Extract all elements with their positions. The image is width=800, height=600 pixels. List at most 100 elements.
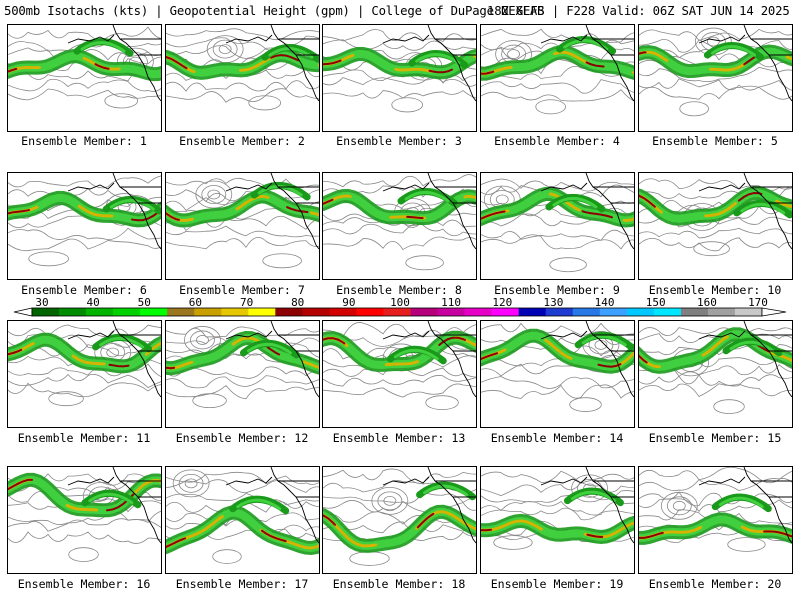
isotach-colorbar: 30 40 50 60 70 80 90 100 110 120 130 140 150 160 170 <box>0 294 800 320</box>
ensemble-panel-15 <box>638 320 793 428</box>
ensemble-member-label: Ensemble Member: 3 <box>320 134 478 148</box>
ensemble-member-label: Ensemble Member: 14 <box>478 431 636 445</box>
ensemble-panel-2 <box>165 24 320 132</box>
map-header: 500mb Isotachs (kts) | Geopotential Heig… <box>0 0 800 24</box>
colorbar-tick-label: 140 <box>595 296 615 309</box>
ensemble-member-label: Ensemble Member: 13 <box>320 431 478 445</box>
colorbar-swatch <box>275 308 302 316</box>
jet-streak <box>166 48 319 73</box>
colorbar-tick-label: 40 <box>86 296 99 309</box>
jet-streak <box>8 198 161 220</box>
colorbar-swatch <box>573 308 600 316</box>
isotach-map <box>8 173 161 279</box>
ensemble-member-label: Ensemble Member: 20 <box>636 577 794 591</box>
ensemble-member-label: Ensemble Member: 11 <box>5 431 163 445</box>
isotach-map <box>481 467 634 573</box>
colorbar-tick-label: 120 <box>492 296 512 309</box>
ensemble-member-label: Ensemble Member: 5 <box>636 134 794 148</box>
colorbar-swatch <box>411 308 438 316</box>
isotach-map <box>639 321 792 427</box>
colorbar-swatch <box>681 308 708 316</box>
isotach-map <box>639 173 792 279</box>
colorbar-left-tip <box>14 308 32 316</box>
colorbar-tick-label: 160 <box>697 296 717 309</box>
isotach-map <box>166 25 319 131</box>
colorbar-swatch <box>302 308 329 316</box>
isotach-map <box>323 25 476 131</box>
colorbar-swatch <box>32 308 59 316</box>
ensemble-panel-4 <box>480 24 635 132</box>
colorbar-swatch <box>167 308 194 316</box>
ensemble-panel-5 <box>638 24 793 132</box>
ensemble-panel-8 <box>322 172 477 280</box>
ensemble-panel-10 <box>638 172 793 280</box>
jet-streak <box>481 491 634 537</box>
ensemble-member-label: Ensemble Member: 4 <box>478 134 636 148</box>
ensemble-panel-19 <box>480 466 635 574</box>
ensemble-panel-1 <box>7 24 162 132</box>
ensemble-panel-11 <box>7 320 162 428</box>
isotach-map <box>166 467 319 573</box>
jet-streak <box>639 193 792 219</box>
ensemble-panel-16 <box>7 466 162 574</box>
isotach-map <box>481 25 634 131</box>
ensemble-member-label: Ensemble Member: 12 <box>163 431 321 445</box>
colorbar-tick-label: 30 <box>35 296 48 309</box>
colorbar-right-tip <box>762 308 786 316</box>
jet-streak <box>166 338 319 369</box>
isotach-map <box>639 25 792 131</box>
ensemble-panel-18 <box>322 466 477 574</box>
isotach-map <box>166 173 319 279</box>
jet-streak <box>481 194 634 221</box>
isotach-map <box>8 25 161 131</box>
ensemble-panel-20 <box>638 466 793 574</box>
colorbar-tick-label: 80 <box>291 296 304 309</box>
colorbar-tick-label: 100 <box>390 296 410 309</box>
colorbar-swatch <box>492 308 519 316</box>
colorbar-swatch <box>194 308 221 316</box>
colorbar-swatch <box>59 308 86 316</box>
colorbar-tick-label: 110 <box>441 296 461 309</box>
ensemble-member-label: Ensemble Member: 19 <box>478 577 636 591</box>
isotach-map <box>323 173 476 279</box>
ensemble-panel-6 <box>7 172 162 280</box>
colorbar-tick-label: 60 <box>189 296 202 309</box>
ensemble-panel-17 <box>165 466 320 574</box>
jet-streak <box>481 40 634 74</box>
colorbar-tick-label: 130 <box>543 296 563 309</box>
isotach-map <box>323 467 476 573</box>
colorbar-tick-label: 170 <box>748 296 768 309</box>
isotach-map <box>8 321 161 427</box>
ensemble-panel-7 <box>165 172 320 280</box>
colorbar-swatch <box>86 308 113 316</box>
run-valid-time: 18Z GEFS | F228 Valid: 06Z SAT JUN 14 20… <box>487 4 790 18</box>
ensemble-panel-3 <box>322 24 477 132</box>
jet-streak <box>323 485 476 546</box>
ensemble-member-label: Ensemble Member: 1 <box>5 134 163 148</box>
colorbar-tick-label: 70 <box>240 296 253 309</box>
isotach-map <box>166 321 319 427</box>
ensemble-panel-12 <box>165 320 320 428</box>
isotach-map <box>639 467 792 573</box>
jet-streak <box>323 191 476 218</box>
ensemble-panel-13 <box>322 320 477 428</box>
ensemble-member-label: Ensemble Member: 2 <box>163 134 321 148</box>
colorbar-swatch <box>383 308 410 316</box>
colorbar-swatch <box>140 308 167 316</box>
ensemble-member-label: Ensemble Member: 15 <box>636 431 794 445</box>
colorbar-swatch <box>113 308 140 316</box>
colorbar-swatch <box>465 308 492 316</box>
ensemble-panel-9 <box>480 172 635 280</box>
ensemble-panel-14 <box>480 320 635 428</box>
product-title: 500mb Isotachs (kts) | Geopotential Heig… <box>4 4 544 18</box>
colorbar-tick-label: 150 <box>646 296 666 309</box>
colorbar-swatch <box>221 308 248 316</box>
colorbar-swatch <box>248 308 275 316</box>
isotach-map <box>481 173 634 279</box>
colorbar-swatch <box>654 308 681 316</box>
colorbar-tick-label: 90 <box>342 296 355 309</box>
isotach-map <box>323 321 476 427</box>
colorbar-swatch <box>627 308 654 316</box>
colorbar-svg: 30 40 50 60 70 80 90 100 110 120 130 140 150 160 170 <box>0 294 800 320</box>
colorbar-swatch <box>356 308 383 316</box>
